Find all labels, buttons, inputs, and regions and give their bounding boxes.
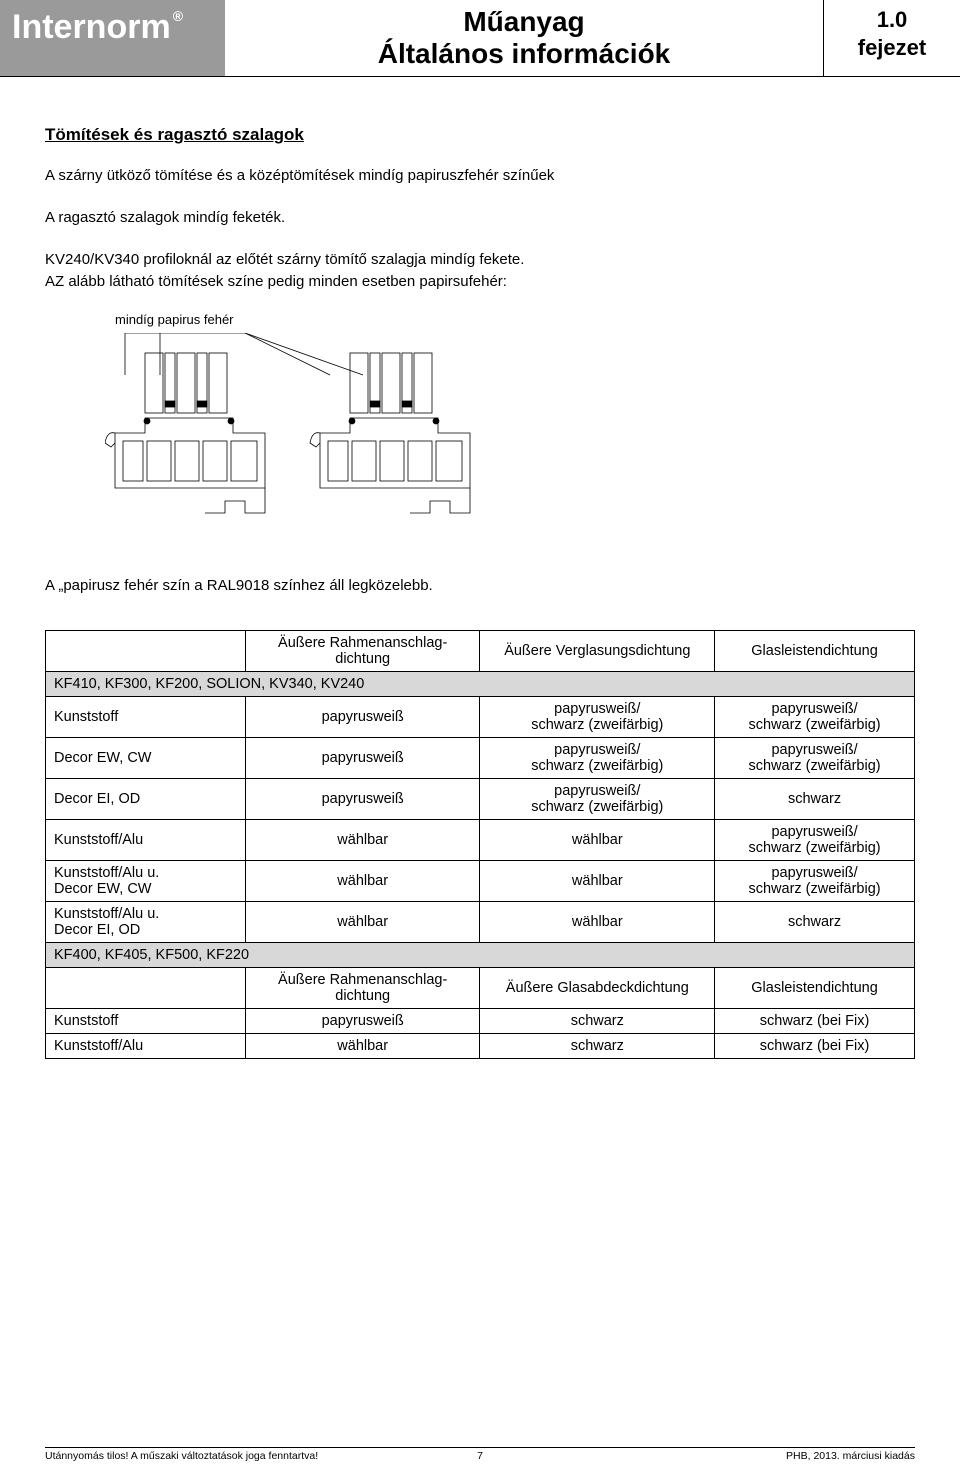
- page-footer: Utánnyomás tilos! A műszaki változtatáso…: [45, 1447, 915, 1462]
- table-header2-b: Äußere Glasabdeckdichtung: [480, 968, 715, 1009]
- table-header2-a: Äußere Rahmenanschlag-dichtung: [245, 968, 480, 1009]
- table-cell: schwarz: [715, 902, 915, 943]
- header-chapter: 1.0 fejezet: [823, 0, 960, 76]
- table-cell: schwarz (bei Fix): [715, 1034, 915, 1059]
- profile-diagram-icon: [105, 333, 525, 543]
- table-cell: schwarz: [715, 779, 915, 820]
- table-cell: Kunststoff: [46, 1009, 246, 1034]
- table-row: Decor EI, ODpapyrusweißpapyrusweiß/schwa…: [46, 779, 915, 820]
- table-row: Kunststoff/Alu u.Decor EI, ODwählbarwähl…: [46, 902, 915, 943]
- footer-right: PHB, 2013. márciusi kiadás: [786, 1450, 915, 1462]
- table-header-c: Glasleistendichtung: [715, 631, 915, 672]
- table-row: Kunststoff/Aluwählbarschwarzschwarz (bei…: [46, 1034, 915, 1059]
- table-cell: Kunststoff/Alu: [46, 820, 246, 861]
- diagram-area: mindíg papirus fehér: [105, 312, 915, 543]
- table-row: Decor EW, CWpapyrusweißpapyrusweiß/schwa…: [46, 738, 915, 779]
- table-cell: schwarz (bei Fix): [715, 1009, 915, 1034]
- table-cell: schwarz: [480, 1009, 715, 1034]
- footer-page-number: 7: [477, 1450, 483, 1462]
- table-header-row-2: Äußere Rahmenanschlag-dichtung Äußere Gl…: [46, 968, 915, 1009]
- table-cell: wählbar: [245, 902, 480, 943]
- paragraph-1: A szárny ütköző tömítése és a középtömít…: [45, 165, 915, 187]
- table-cell: wählbar: [245, 820, 480, 861]
- header-title-line2: Általános információk: [235, 38, 813, 70]
- table-row: Kunststoff/Alu u.Decor EW, CWwählbarwähl…: [46, 861, 915, 902]
- table-row: Kunststoffpapyrusweißpapyrusweiß/schwarz…: [46, 697, 915, 738]
- table-cell: Kunststoff/Alu u.Decor EW, CW: [46, 861, 246, 902]
- table-cell: papyrusweiß/schwarz (zweifärbig): [715, 820, 915, 861]
- chapter-number: 1.0: [832, 6, 952, 34]
- table-cell: papyrusweiß: [245, 779, 480, 820]
- table-group-2: KF400, KF405, KF500, KF220: [46, 943, 915, 968]
- table-cell: papyrusweiß: [245, 738, 480, 779]
- document-page: Internorm® Műanyag Általános információk…: [0, 0, 960, 1480]
- table-cell: Kunststoff: [46, 697, 246, 738]
- table-cell: papyrusweiß/schwarz (zweifärbig): [715, 861, 915, 902]
- brand-name: Internorm: [12, 8, 171, 47]
- registered-mark: ®: [173, 8, 183, 24]
- table-cell: wählbar: [480, 902, 715, 943]
- table-group-row: KF410, KF300, KF200, SOLION, KV340, KV24…: [46, 672, 915, 697]
- footer-left: Utánnyomás tilos! A műszaki változtatáso…: [45, 1450, 318, 1462]
- table-cell: Kunststoff/Alu: [46, 1034, 246, 1059]
- table-header-b: Äußere Verglasungsdichtung: [480, 631, 715, 672]
- table-cell: wählbar: [480, 861, 715, 902]
- table-cell: wählbar: [480, 820, 715, 861]
- table-cell: wählbar: [245, 1034, 480, 1059]
- table-group-row: KF400, KF405, KF500, KF220: [46, 943, 915, 968]
- table-row: Kunststoff/Aluwählbarwählbarpapyrusweiß/…: [46, 820, 915, 861]
- table-group-1: KF410, KF300, KF200, SOLION, KV340, KV24…: [46, 672, 915, 697]
- diagram-caption: mindíg papirus fehér: [115, 312, 915, 327]
- table-cell: papyrusweiß/schwarz (zweifärbig): [480, 697, 715, 738]
- table-cell: schwarz: [480, 1034, 715, 1059]
- paragraph-3a: KV240/KV340 profiloknál az előtét szárny…: [45, 251, 524, 268]
- table-cell: Decor EI, OD: [46, 779, 246, 820]
- header-title-line1: Műanyag: [235, 6, 813, 38]
- table-cell: papyrusweiß: [245, 1009, 480, 1034]
- table-header2-c: Glasleistendichtung: [715, 968, 915, 1009]
- table-cell: Kunststoff/Alu u.Decor EI, OD: [46, 902, 246, 943]
- table-cell: Decor EW, CW: [46, 738, 246, 779]
- chapter-label: fejezet: [832, 34, 952, 62]
- brand-logo: Internorm®: [0, 0, 225, 76]
- header-title: Műanyag Általános információk: [225, 0, 823, 76]
- table-cell: papyrusweiß/schwarz (zweifärbig): [480, 779, 715, 820]
- table-header-a: Äußere Rahmenanschlag-dichtung: [245, 631, 480, 672]
- paragraph-3b: AZ alább látható tömítések színe pedig m…: [45, 273, 507, 290]
- table-row: Kunststoffpapyrusweißschwarzschwarz (bei…: [46, 1009, 915, 1034]
- table-cell: papyrusweiß/schwarz (zweifärbig): [480, 738, 715, 779]
- paragraph-after-diagram: A „papirusz fehér szín a RAL9018 színhez…: [45, 577, 915, 594]
- table-header2-blank: [46, 968, 246, 1009]
- table-cell: papyrusweiß/schwarz (zweifärbig): [715, 738, 915, 779]
- paragraph-3: KV240/KV340 profiloknál az előtét szárny…: [45, 249, 915, 293]
- seal-color-table: Äußere Rahmenanschlag-dichtung Äußere Ve…: [45, 630, 915, 1059]
- section-title: Tömítések és ragasztó szalagok: [45, 125, 915, 145]
- page-header: Internorm® Műanyag Általános információk…: [0, 0, 960, 77]
- table-cell: papyrusweiß/schwarz (zweifärbig): [715, 697, 915, 738]
- table-header-blank: [46, 631, 246, 672]
- paragraph-2: A ragasztó szalagok mindíg feketék.: [45, 207, 915, 229]
- table-cell: wählbar: [245, 861, 480, 902]
- table-cell: papyrusweiß: [245, 697, 480, 738]
- table-header-row: Äußere Rahmenanschlag-dichtung Äußere Ve…: [46, 631, 915, 672]
